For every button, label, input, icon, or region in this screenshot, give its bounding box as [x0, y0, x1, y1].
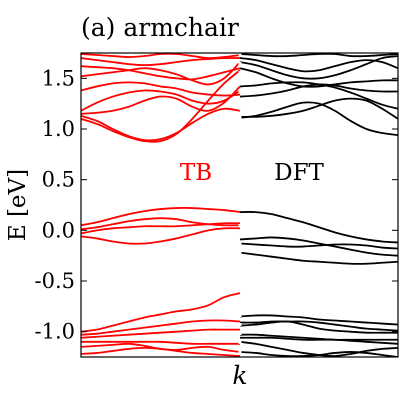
tb-band-1	[81, 53, 241, 59]
dft-panel-label: DFT	[274, 160, 324, 186]
tb-band-4	[81, 61, 241, 86]
dft-band-2	[239, 57, 398, 73]
tb-band-2	[81, 57, 241, 67]
y-tick-label: 1.0	[42, 117, 75, 141]
tb-band-8	[81, 107, 241, 142]
dft-band-8	[239, 101, 398, 136]
y-tick-label: 0.5	[42, 168, 75, 192]
tb-band-5	[81, 81, 241, 97]
dft-band-12	[239, 251, 398, 265]
y-tick-label: 1.5	[42, 66, 75, 90]
dft-band-17	[240, 336, 398, 345]
y-tick-label: -1.0	[35, 320, 76, 344]
dft-band-9	[239, 211, 398, 244]
y-axis-ticks: 1.5 1.0 0.5 0.0 -0.5 -1.0	[35, 66, 398, 344]
y-tick-label: -0.5	[35, 269, 76, 293]
y-axis-label: E [eV]	[5, 169, 31, 241]
dft-band-16	[239, 333, 398, 341]
tb-band-16	[81, 328, 240, 339]
dft-band-11	[239, 242, 398, 250]
dft-band-15	[239, 320, 398, 334]
dft-band-10	[239, 236, 398, 257]
tb-band-9	[81, 85, 241, 115]
tb-band-12	[81, 222, 241, 235]
dft-band-13	[239, 314, 398, 326]
plot-frame	[80, 52, 399, 358]
tb-band-7	[81, 69, 241, 143]
dft-band-7	[239, 97, 398, 120]
tb-panel-label: TB	[180, 160, 212, 186]
dft-band-14	[239, 320, 398, 332]
tb-band-10	[81, 207, 241, 227]
tb-band-3	[81, 65, 241, 81]
band-lines	[81, 53, 398, 357]
dft-band-3	[239, 55, 398, 80]
dft-band-6	[239, 83, 398, 98]
tb-band-13	[81, 227, 241, 245]
chart-title: (a) armchair	[81, 13, 239, 42]
y-tick-label: 0.0	[42, 218, 75, 242]
tb-band-18	[81, 342, 241, 353]
dft-band-4	[239, 67, 398, 88]
x-axis-label: k	[232, 361, 247, 390]
tb-band-6	[81, 89, 241, 112]
tb-band-15	[81, 319, 241, 336]
tb-band-19	[81, 346, 241, 357]
dft-band-19	[239, 351, 398, 357]
tb-band-14	[81, 292, 241, 333]
dft-band-1	[239, 53, 398, 58]
tb-band-17	[81, 340, 240, 345]
